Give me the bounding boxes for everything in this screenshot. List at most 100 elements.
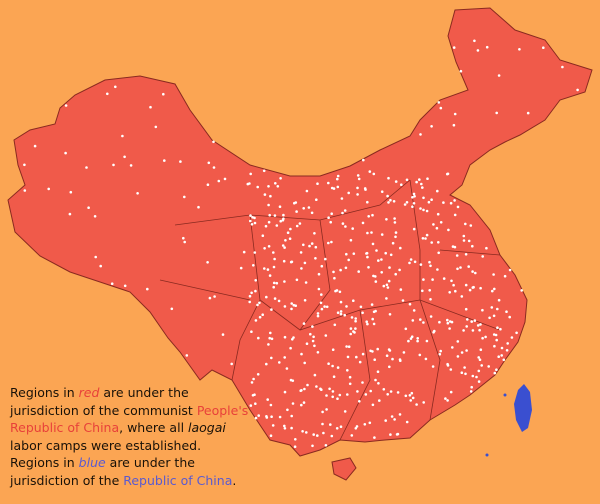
camp-marker: [179, 160, 182, 163]
camp-marker: [183, 240, 186, 244]
camp-marker: [471, 270, 474, 273]
camp-marker: [470, 385, 474, 389]
camp-marker: [348, 375, 352, 379]
camp-marker: [327, 241, 330, 245]
camp-marker: [298, 222, 302, 225]
camp-marker: [85, 166, 88, 169]
camp-marker: [485, 246, 488, 250]
camp-marker: [409, 399, 413, 402]
camp-marker: [272, 265, 276, 269]
camp-marker: [421, 289, 424, 293]
camp-marker: [306, 383, 309, 387]
camp-marker: [213, 295, 216, 298]
camp-marker: [446, 399, 449, 402]
camp-marker: [273, 257, 276, 261]
roc-island-marker: [503, 393, 507, 397]
camp-marker: [492, 273, 495, 276]
camp-marker: [276, 185, 280, 188]
camp-marker: [479, 323, 482, 326]
camp-marker: [249, 219, 252, 223]
camp-marker: [351, 227, 355, 230]
red-keyword: red: [78, 385, 100, 400]
camp-marker: [393, 217, 396, 220]
camp-marker: [453, 112, 457, 116]
camp-marker: [367, 266, 370, 269]
camp-marker: [520, 289, 523, 292]
camp-marker: [357, 270, 361, 273]
camp-marker: [388, 365, 391, 369]
camp-marker: [399, 246, 402, 250]
camp-marker: [425, 209, 429, 213]
camp-marker: [270, 415, 273, 419]
camp-marker: [340, 197, 344, 200]
camp-marker: [478, 328, 481, 332]
camp-marker: [403, 203, 407, 206]
camp-marker: [258, 315, 262, 319]
camp-marker: [477, 380, 481, 383]
camp-marker: [389, 253, 393, 257]
camp-marker: [316, 351, 320, 354]
camp-marker: [283, 390, 287, 394]
camp-marker: [354, 317, 358, 320]
camp-marker: [435, 226, 439, 230]
camp-marker: [303, 261, 307, 265]
camp-marker: [302, 243, 305, 247]
camp-marker: [273, 297, 277, 300]
camp-marker: [253, 221, 257, 225]
camp-marker: [492, 333, 496, 336]
camp-marker: [468, 288, 472, 292]
camp-marker: [347, 258, 351, 262]
camp-marker: [356, 193, 359, 196]
camp-marker: [267, 203, 270, 207]
camp-marker: [432, 331, 435, 334]
camp-marker: [136, 192, 139, 195]
camp-marker: [430, 125, 433, 128]
camp-marker: [123, 155, 126, 159]
camp-marker: [325, 394, 328, 397]
camp-marker: [292, 303, 296, 307]
camp-marker: [230, 362, 233, 366]
camp-marker: [323, 305, 326, 308]
camp-marker: [290, 302, 294, 305]
camp-marker: [275, 281, 279, 285]
camp-marker: [286, 231, 290, 234]
camp-marker: [385, 218, 388, 221]
camp-marker: [429, 298, 432, 301]
camp-marker: [464, 372, 467, 376]
camp-marker: [338, 290, 342, 294]
camp-marker: [370, 303, 374, 306]
camp-marker: [542, 46, 545, 49]
camp-marker: [387, 201, 390, 204]
camp-marker: [451, 245, 455, 248]
camp-marker: [422, 196, 425, 200]
camp-marker: [515, 331, 518, 335]
camp-marker: [263, 247, 266, 250]
camp-marker: [246, 182, 250, 186]
camp-marker: [324, 334, 328, 337]
camp-marker: [279, 219, 283, 223]
camp-marker: [476, 49, 480, 52]
camp-marker: [301, 430, 304, 433]
camp-marker: [106, 92, 109, 96]
camp-marker: [261, 313, 265, 317]
camp-marker: [217, 179, 221, 183]
camp-marker: [464, 307, 468, 311]
camp-marker: [324, 257, 327, 261]
camp-marker: [422, 278, 425, 281]
camp-marker: [277, 299, 281, 303]
camp-marker: [283, 424, 286, 428]
roc-label: Republic of China: [123, 472, 233, 488]
camp-marker: [450, 279, 453, 283]
camp-marker: [474, 271, 477, 275]
camp-marker: [359, 305, 363, 309]
camp-marker: [380, 258, 383, 261]
camp-marker: [269, 331, 272, 335]
camp-marker: [272, 285, 276, 289]
camp-marker: [258, 301, 261, 305]
camp-marker: [449, 201, 453, 205]
camp-marker: [47, 187, 50, 191]
camp-marker: [366, 322, 369, 326]
camp-marker: [442, 201, 445, 204]
camp-marker: [313, 344, 316, 348]
camp-marker: [311, 339, 315, 343]
